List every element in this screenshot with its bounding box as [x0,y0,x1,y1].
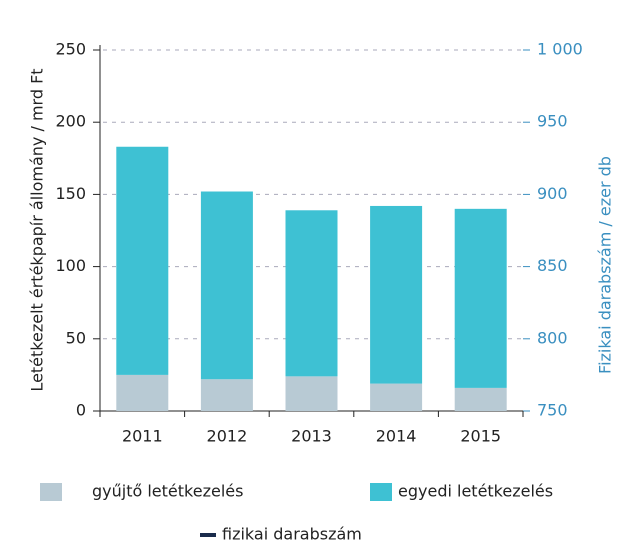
bar [116,146,169,375]
x-tick-label: 2013 [291,427,332,446]
y-tick-label: 150 [55,184,86,203]
bar [454,387,507,411]
x-tick-label: 2011 [122,427,163,446]
bar [200,191,253,380]
y-tick-label: 0 [76,401,86,420]
legend-label: fizikai darabszám [222,525,362,544]
bar [454,208,507,388]
x-tick-label: 2015 [460,427,501,446]
y-tick-label: 250 [55,40,86,59]
legend-label: egyedi letétkezelés [398,482,553,501]
y-tick-label: 100 [55,256,86,275]
x-tick-label: 2014 [376,427,417,446]
x-tick-label: 2012 [207,427,248,446]
bar [285,210,338,377]
y-tick-label: 50 [66,328,86,347]
bar [285,376,338,411]
legend-swatch [200,533,216,537]
y2-tick-label: 850 [537,256,568,275]
bar [200,379,253,411]
y2-tick-label: 1 000 [537,40,583,59]
y2-tick-label: 800 [537,328,568,347]
legend-swatch [370,483,392,501]
y2-tick-label: 750 [537,401,568,420]
bar [370,383,423,411]
y2-tick-label: 950 [537,112,568,131]
bar [116,374,169,411]
bar [370,205,423,384]
y2-tick-label: 900 [537,184,568,203]
y-tick-label: 200 [55,112,86,131]
legend-label: gyűjtő letétkezelés [92,482,243,501]
y2-axis-title: Fizikai darabszám / ezer db [596,156,615,374]
y-axis-title: Letétkezelt értékpapír állomány / mrd Ft [28,68,47,391]
legend-swatch [40,483,62,501]
